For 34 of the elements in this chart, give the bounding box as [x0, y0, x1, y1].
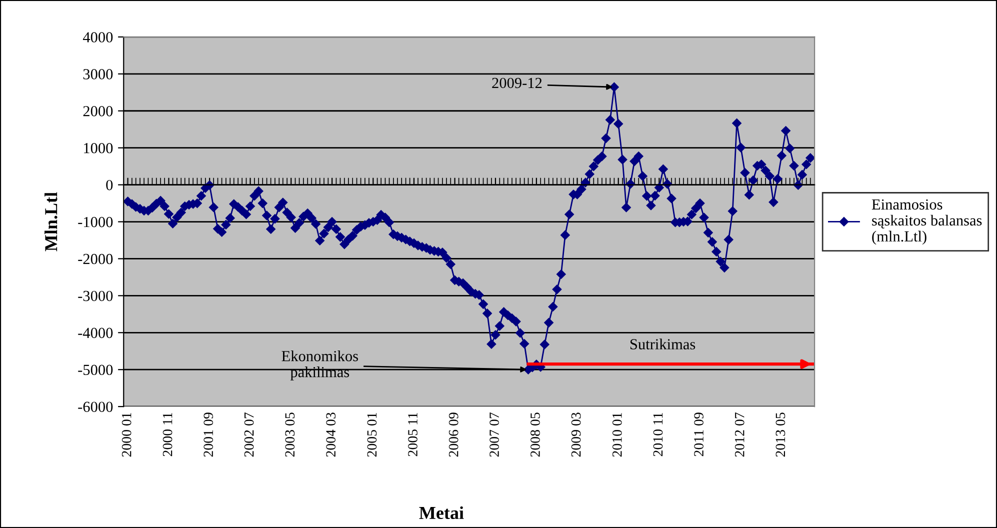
x-tick-label: 2005 11: [408, 412, 418, 456]
x-tick-label: 2003 05: [285, 412, 295, 457]
x-tick-label: 2012 07: [734, 412, 744, 457]
x-tick-label: 2009 03: [571, 412, 581, 457]
y-tick-label: 0: [106, 180, 113, 190]
y-tick-label: -1000: [78, 216, 113, 228]
x-tick-label: 2002 07: [244, 412, 254, 457]
annotation: Sutrikimas: [630, 338, 696, 350]
y-axis-title: Mln.Ltl: [44, 192, 58, 252]
x-tick-label: 2004 03: [326, 412, 336, 457]
y-tick-label: -4000: [78, 328, 113, 338]
y-tick-label: 3000: [83, 69, 113, 80]
x-tick-label: 2007 07: [490, 412, 499, 457]
legend-label: Einamosios sąskaitos balansas (mln.Ltl): [872, 199, 982, 245]
x-tick-label: 2005 01: [367, 412, 377, 457]
y-tick-label: -3000: [78, 290, 113, 302]
y-tick-label: 1000: [84, 142, 113, 154]
annotation: 2009-12: [492, 78, 542, 88]
x-tick-label: 2008 05: [530, 412, 540, 457]
x-tick-label: 2011 09: [694, 412, 704, 456]
x-tick-label: 2001 09: [204, 412, 214, 457]
y-tick-label: 2000: [83, 106, 113, 116]
x-tick-label: 2000 01: [122, 412, 132, 457]
x-tick-label: 2013 05: [776, 412, 786, 457]
y-tick-label: -5000: [78, 364, 113, 376]
y-tick-label: -2000: [78, 254, 113, 264]
x-tick-label: 2000 11: [162, 412, 172, 456]
y-tick-label: -6000: [78, 402, 113, 412]
annotation: Ekonomikos pakilimas: [282, 350, 358, 380]
x-axis-title: Metai: [419, 506, 464, 520]
y-tick-label: 4000: [82, 32, 113, 42]
x-tick-label: 2006 09: [448, 412, 458, 457]
x-tick-label: 2010 01: [612, 412, 622, 457]
x-tick-label: 2010 11: [653, 412, 663, 456]
